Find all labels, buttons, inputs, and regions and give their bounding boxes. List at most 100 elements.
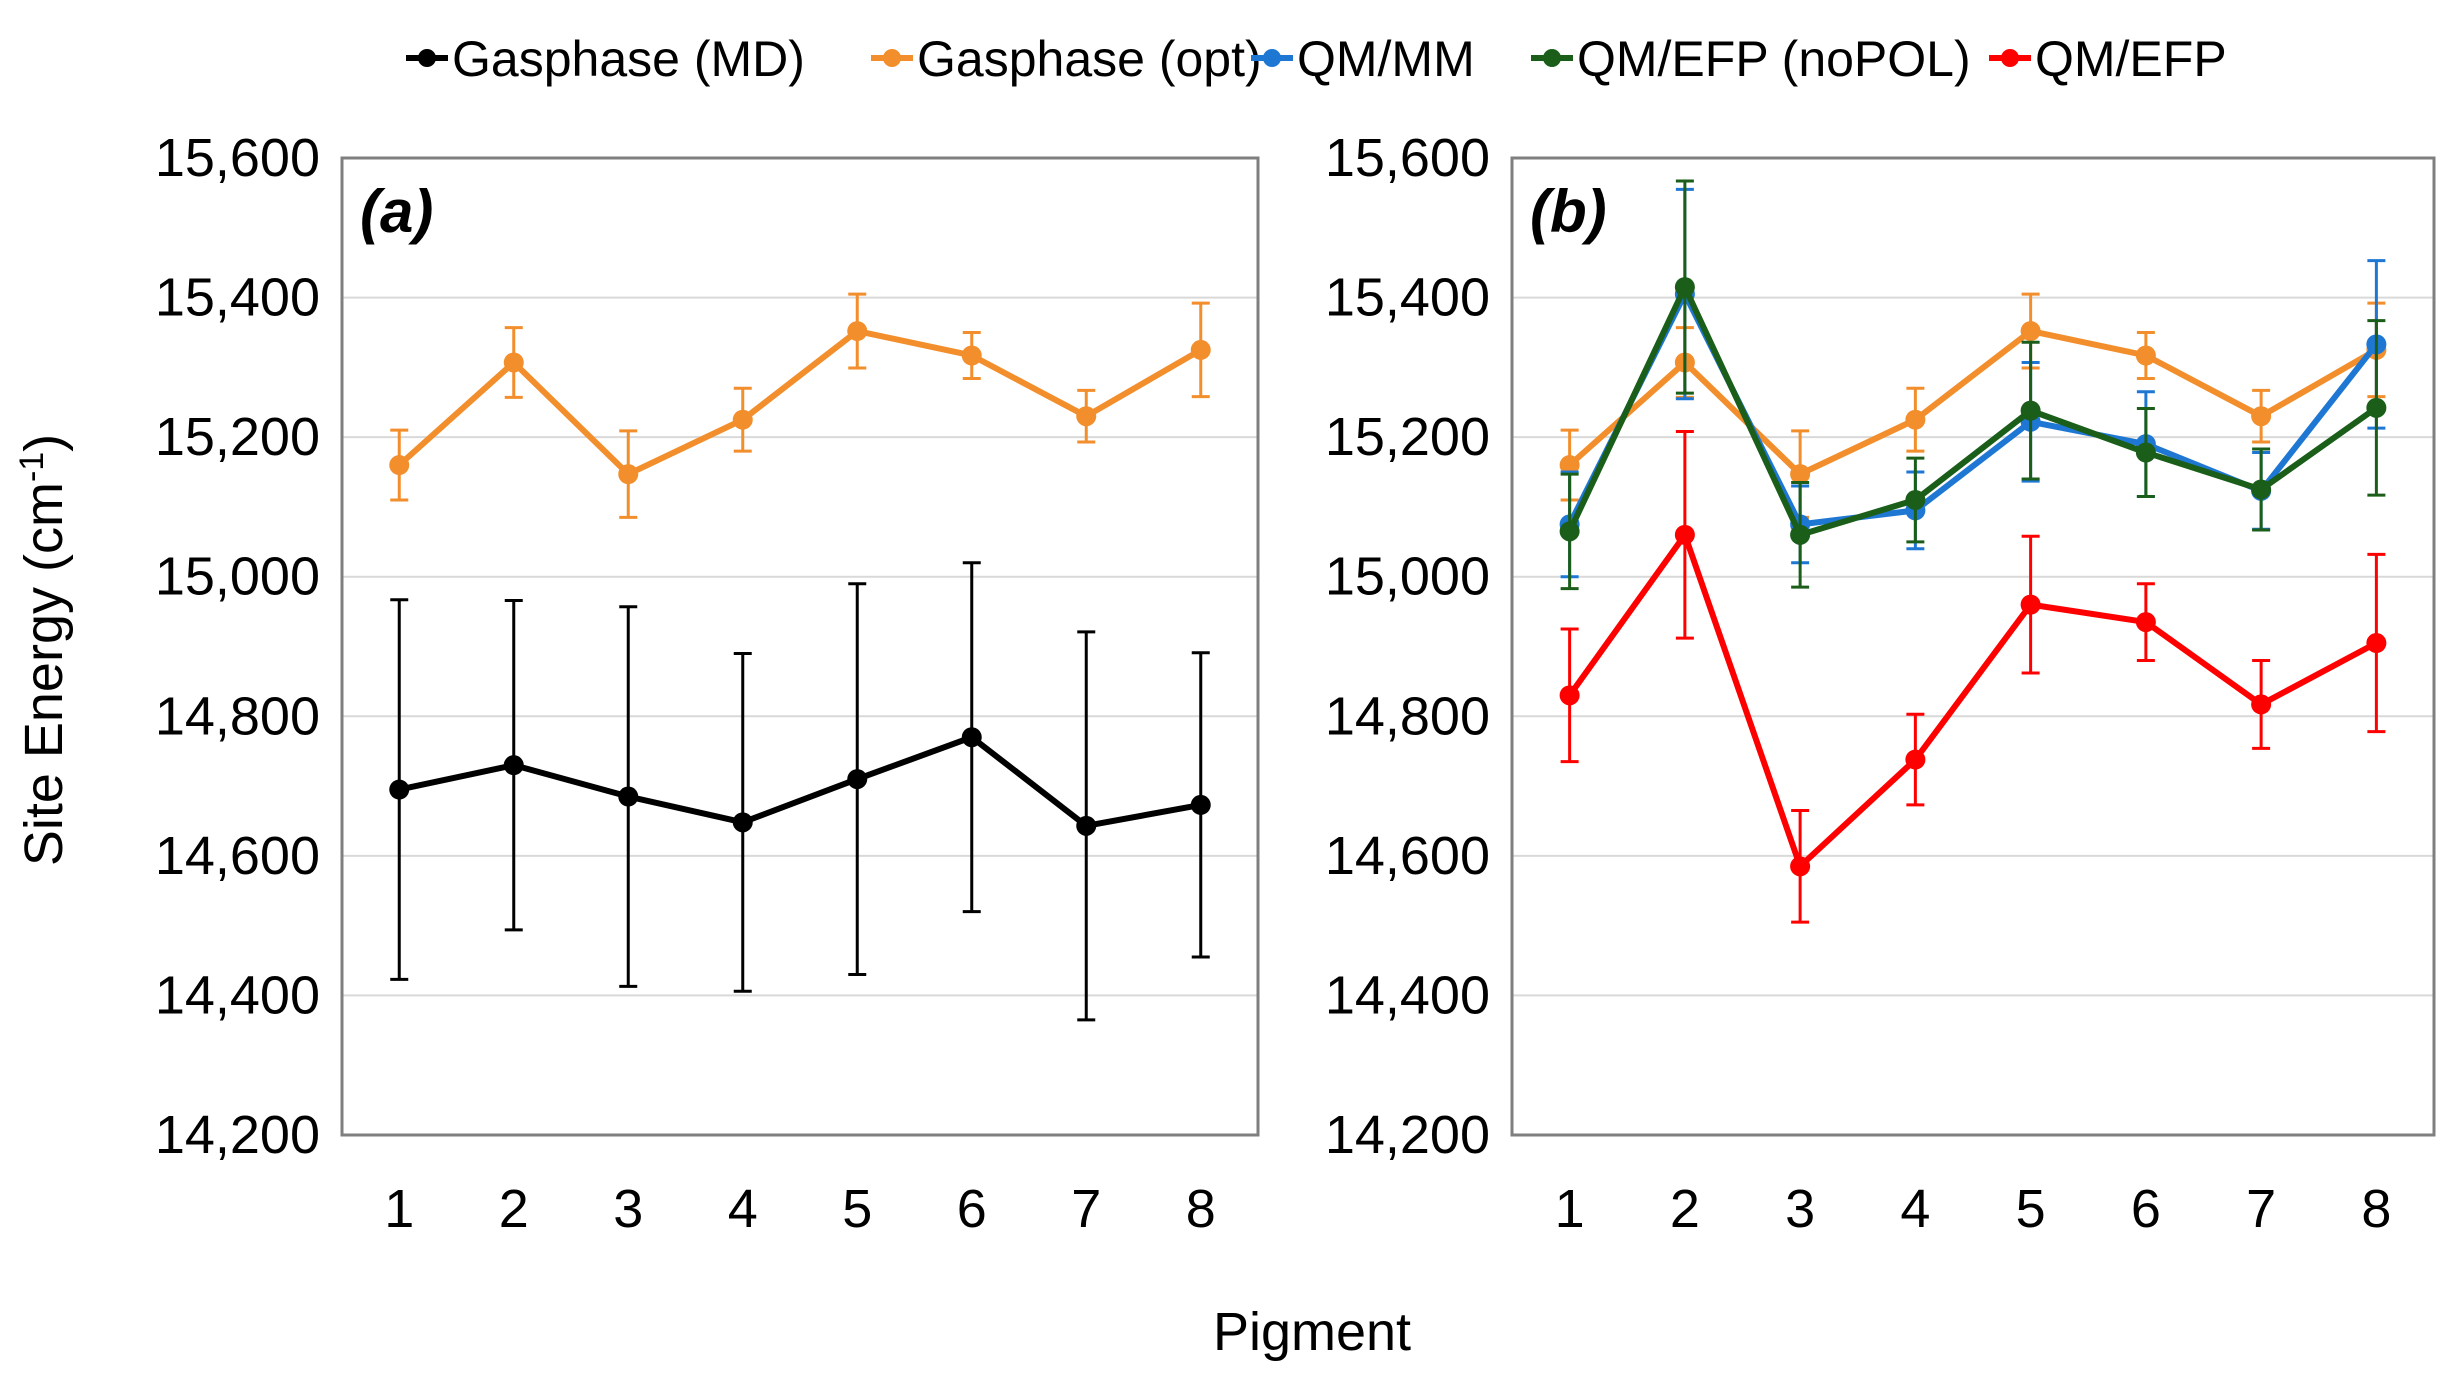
legend-label: QM/MM (1297, 31, 1475, 87)
data-point (389, 455, 410, 476)
legend-item: QM/EFP (noPOL) (1531, 31, 1971, 87)
series-line (397, 328, 1203, 478)
y-tick-label: 14,400 (155, 965, 320, 1025)
data-point (503, 352, 524, 373)
y-tick-label: 15,000 (155, 547, 320, 607)
data-point (2366, 397, 2387, 418)
legend-label: QM/EFP (noPOL) (1577, 31, 1971, 87)
x-tick-label: 6 (957, 1179, 987, 1239)
x-tick-label: 5 (842, 1179, 872, 1239)
data-point (389, 779, 410, 800)
x-tick-label: 6 (2131, 1179, 2161, 1239)
legend-swatch-marker (883, 49, 901, 67)
y-axis-title-main: Site Energy (cm (14, 482, 74, 866)
data-point (1190, 339, 1211, 360)
data-point (1674, 524, 1695, 545)
data-point (2135, 345, 2156, 366)
data-point (1076, 406, 1097, 427)
x-tick-label: 7 (2246, 1179, 2276, 1239)
data-point (847, 321, 868, 342)
y-tick-label: 15,400 (1325, 268, 1490, 328)
data-point (1905, 489, 1926, 510)
legend-item: QM/MM (1251, 31, 1475, 87)
data-point (2020, 400, 2041, 421)
legend-label: QM/EFP (2035, 31, 2227, 87)
data-point (2020, 321, 2041, 342)
x-axis-title: Pigment (1213, 1302, 1411, 1362)
x-tick-label: 8 (2361, 1179, 2391, 1239)
legend-label: Gasphase (MD) (452, 31, 805, 87)
data-point (2251, 694, 2272, 715)
series-line (1567, 328, 2378, 478)
data-point (2020, 594, 2041, 615)
x-tick-labels: 1 2 3 4 5 6 7 8 (384, 1179, 1216, 1239)
data-point (1905, 409, 1926, 430)
legend: Gasphase (MD) Gasphase (opt) QM/MM QM/EFP (… (406, 31, 2227, 87)
data-point (618, 464, 639, 485)
panel-label: (b) (1530, 178, 1607, 245)
y-tick-label: 14,800 (155, 686, 320, 746)
data-point (732, 812, 753, 833)
data-point (2366, 633, 2387, 654)
x-tick-label: 3 (1785, 1179, 1815, 1239)
data-point (1790, 524, 1811, 545)
panel-a: 14,200 14,400 14,600 14,800 15,000 15,200 15,4… (155, 128, 1260, 1239)
data-point (961, 727, 982, 748)
x-tick-labels: 1 2 3 4 5 6 7 8 (1555, 1179, 2392, 1239)
series (389, 292, 1211, 519)
legend-item: Gasphase (MD) (406, 31, 805, 87)
y-tick-label: 14,600 (1325, 826, 1490, 886)
gridlines (342, 296, 1258, 997)
legend-swatch-marker (418, 49, 436, 67)
legend-label: Gasphase (opt) (917, 31, 1262, 87)
data-point (1076, 815, 1097, 836)
y-tick-label: 15,000 (1325, 547, 1490, 607)
data-point (1190, 794, 1211, 815)
plot-frame (1510, 156, 2436, 1137)
data-point (1790, 856, 1811, 877)
series (1559, 179, 2387, 591)
x-tick-label: 5 (2016, 1179, 2046, 1239)
x-tick-label: 1 (384, 1179, 414, 1239)
series-line (1566, 284, 2379, 538)
data-point (1559, 685, 1580, 706)
legend-item: QM/EFP (1989, 31, 2227, 87)
y-tick-labels: 14,200 14,400 14,600 14,800 15,000 15,200 15,4… (1325, 128, 1490, 1165)
y-axis-title: Site Energy (cm-1) (13, 434, 74, 866)
legend-item: Gasphase (opt) (871, 31, 1262, 87)
series-line (398, 734, 1202, 829)
panel-label: (a) (360, 178, 433, 245)
data-point (1559, 455, 1580, 476)
legend-swatch-marker (1543, 49, 1561, 67)
gridlines (1512, 296, 2434, 997)
series (389, 561, 1211, 1022)
data-point (2135, 612, 2156, 633)
x-tick-label: 2 (1670, 1179, 1700, 1239)
x-tick-label: 4 (728, 1179, 758, 1239)
series-line (1567, 531, 2378, 870)
y-tick-label: 14,800 (1325, 686, 1490, 746)
series (1559, 430, 2387, 924)
y-tick-label: 14,200 (155, 1105, 320, 1165)
y-tick-label: 15,200 (1325, 407, 1490, 467)
data-point (1790, 464, 1811, 485)
y-axis-title-sup: -1 (13, 452, 51, 482)
legend-swatch-marker (1263, 49, 1281, 67)
x-tick-label: 2 (499, 1179, 529, 1239)
data-point (2251, 406, 2272, 427)
plot-frame (340, 156, 1260, 1137)
data-point (1674, 277, 1695, 298)
x-tick-label: 3 (613, 1179, 643, 1239)
x-tick-label: 8 (1186, 1179, 1216, 1239)
y-tick-labels: 14,200 14,400 14,600 14,800 15,000 15,200 15,4… (155, 128, 320, 1165)
data-point (2135, 442, 2156, 463)
data-point (2251, 479, 2272, 500)
y-tick-label: 15,600 (155, 128, 320, 188)
data-point (618, 786, 639, 807)
x-tick-label: 7 (1071, 1179, 1101, 1239)
panel-b: 14,200 14,400 14,600 14,800 15,000 15,200 15,4… (1325, 128, 2436, 1239)
x-tick-label: 1 (1555, 1179, 1585, 1239)
data-point (961, 345, 982, 366)
